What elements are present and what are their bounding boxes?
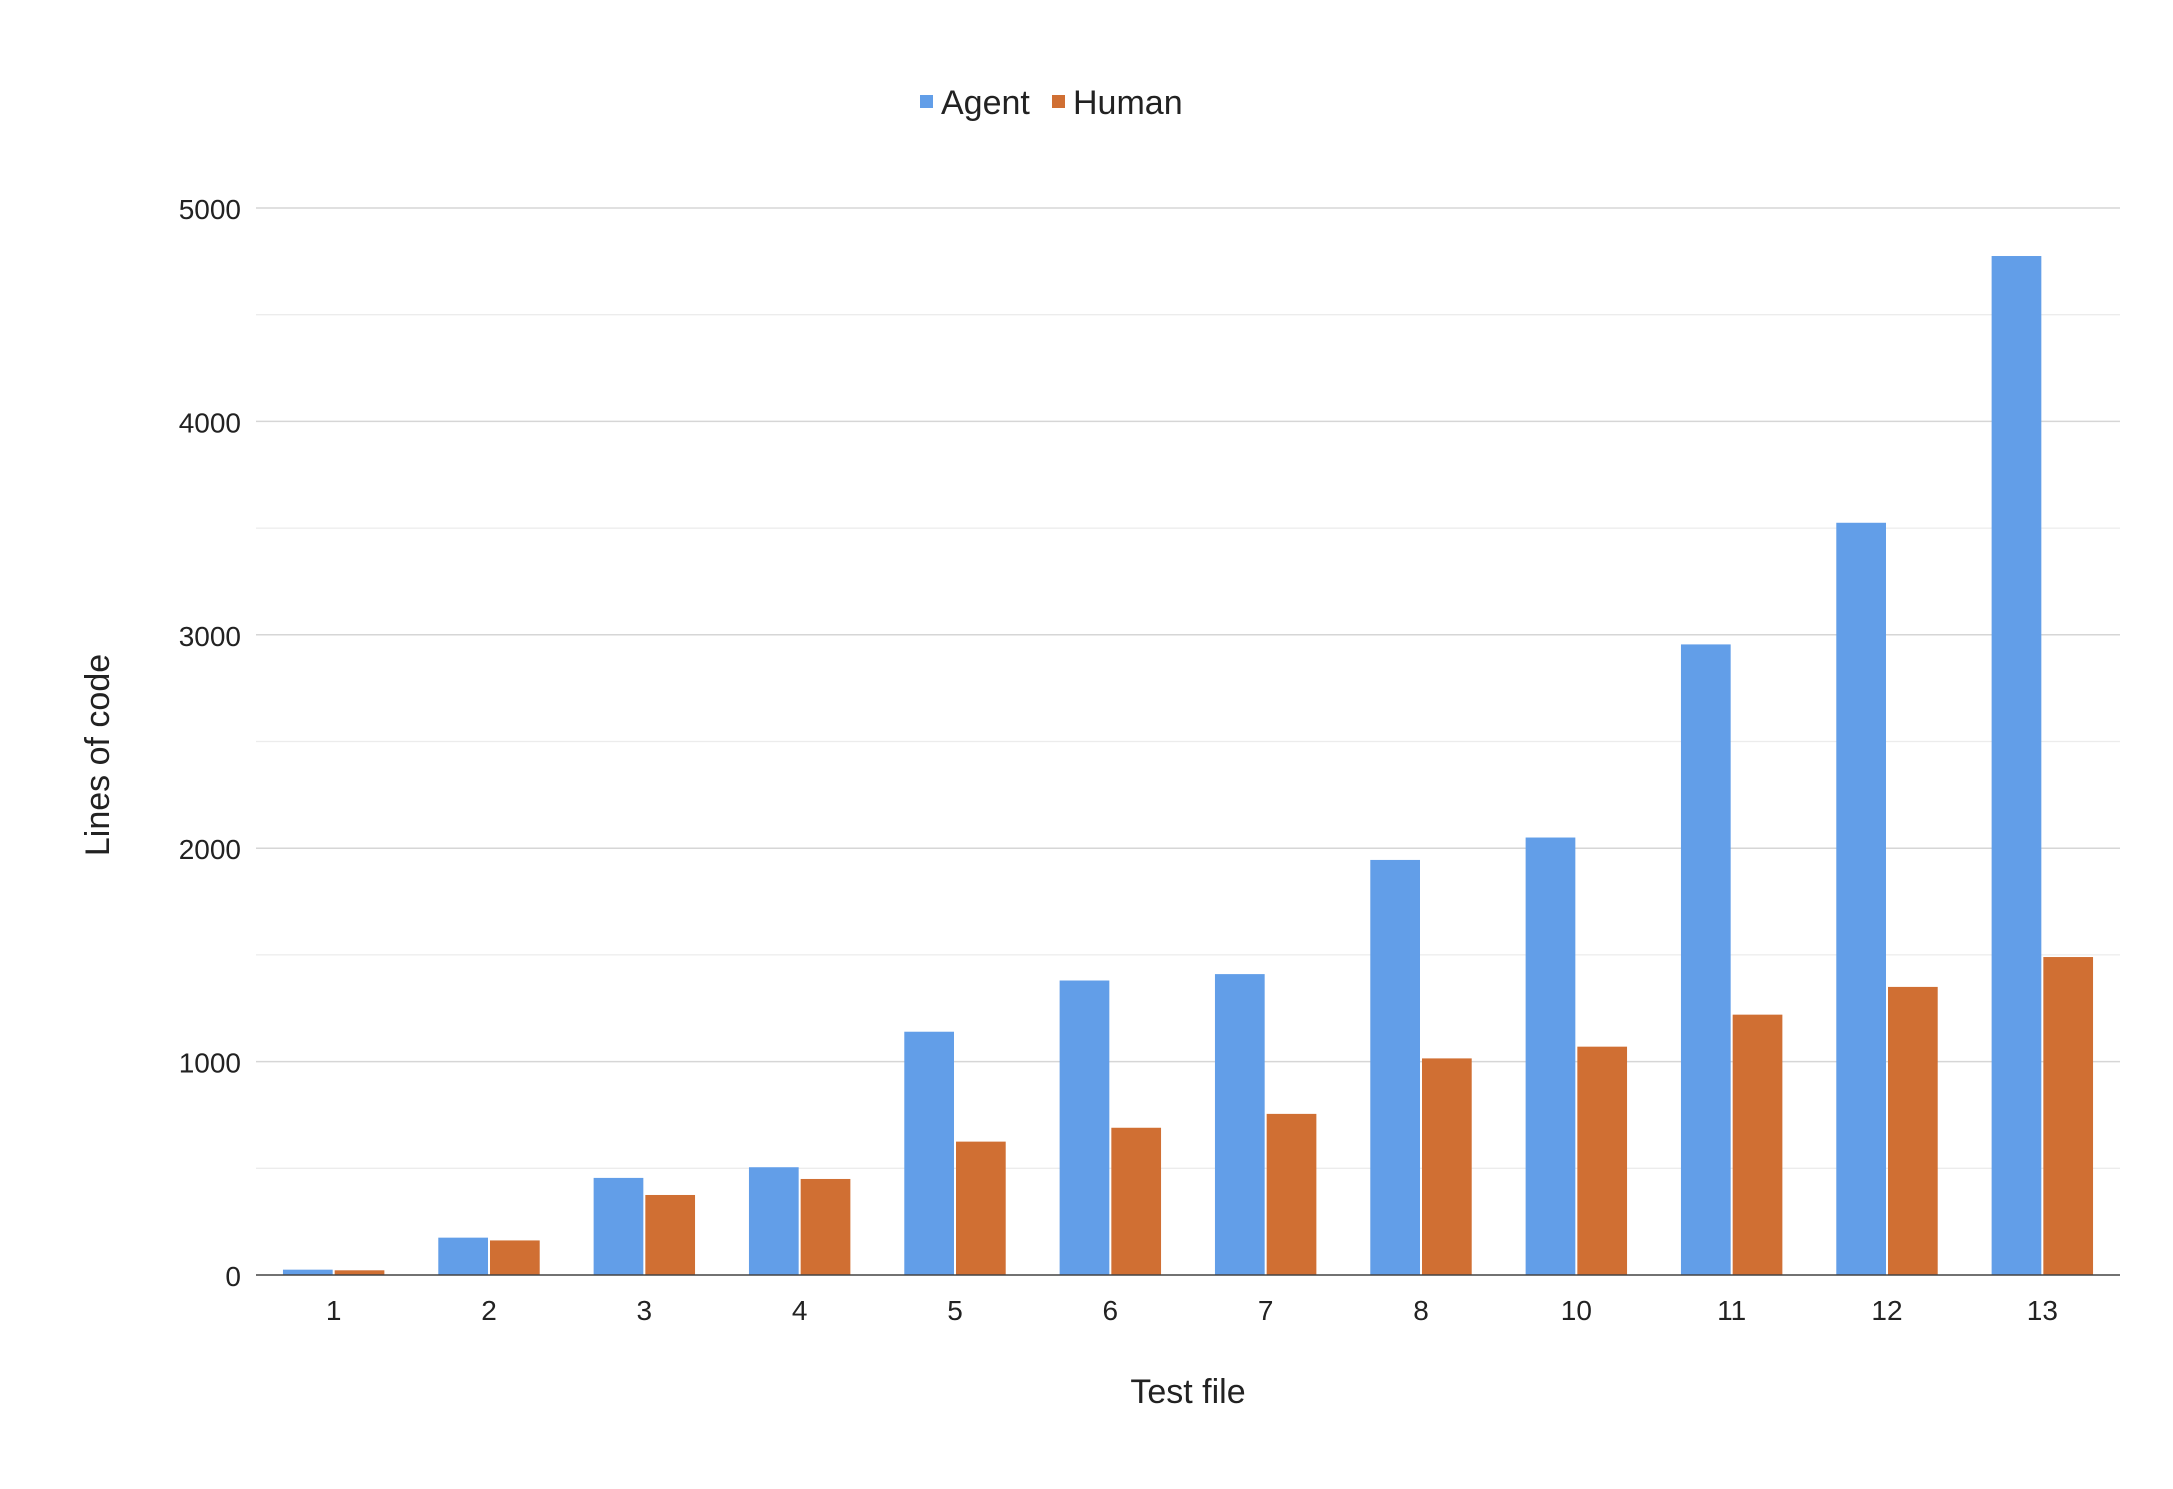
x-axis-title: Test file bbox=[1130, 1373, 1245, 1411]
bar-human-3 bbox=[645, 1194, 696, 1275]
bar-human-10 bbox=[1577, 1046, 1628, 1275]
x-tick-label: 10 bbox=[1561, 1295, 1592, 1326]
bar-human-8 bbox=[1422, 1058, 1472, 1275]
x-tick-label: 3 bbox=[637, 1295, 653, 1326]
y-tick-label: 0 bbox=[225, 1261, 241, 1292]
bar-agent-3 bbox=[593, 1177, 644, 1275]
bar-human-1 bbox=[334, 1270, 385, 1275]
bar-agent-1 bbox=[282, 1269, 333, 1275]
x-tick-label: 1 bbox=[326, 1295, 342, 1326]
x-tick-label: 5 bbox=[947, 1295, 963, 1326]
bar-agent-12 bbox=[1836, 522, 1886, 1275]
legend-swatch-agent bbox=[920, 95, 933, 108]
y-axis-title: Lines of code bbox=[79, 654, 117, 856]
bars bbox=[282, 256, 2094, 1275]
y-tick-label: 1000 bbox=[179, 1048, 241, 1079]
bar-human-13 bbox=[2043, 957, 2094, 1275]
bar-agent-11 bbox=[1680, 644, 1731, 1275]
x-tick-label: 12 bbox=[1871, 1295, 1902, 1326]
bar-human-6 bbox=[1111, 1127, 1162, 1275]
bar-agent-4 bbox=[748, 1167, 799, 1275]
bar-agent-2 bbox=[438, 1237, 488, 1275]
bar-human-7 bbox=[1266, 1113, 1317, 1275]
y-tick-label: 3000 bbox=[179, 621, 241, 652]
x-tick-label: 4 bbox=[792, 1295, 808, 1326]
y-tick-label: 2000 bbox=[179, 834, 241, 865]
bar-agent-8 bbox=[1370, 859, 1420, 1275]
bar-agent-5 bbox=[904, 1031, 954, 1275]
bar-human-4 bbox=[800, 1178, 851, 1275]
legend: Agent Human bbox=[920, 84, 1183, 122]
bar-agent-6 bbox=[1059, 980, 1110, 1275]
x-tick-label: 6 bbox=[1103, 1295, 1119, 1326]
bar-agent-10 bbox=[1525, 837, 1576, 1275]
x-tick-label: 2 bbox=[481, 1295, 497, 1326]
legend-label-agent: Agent bbox=[941, 84, 1030, 122]
x-tick-label: 11 bbox=[1717, 1295, 1746, 1326]
x-tick-label: 13 bbox=[2027, 1295, 2058, 1326]
bar-human-2 bbox=[490, 1240, 540, 1275]
bar-human-5 bbox=[956, 1141, 1006, 1275]
legend-label-human: Human bbox=[1073, 84, 1183, 122]
x-tick-label: 7 bbox=[1258, 1295, 1274, 1326]
legend-swatch-human bbox=[1052, 95, 1065, 108]
bar-agent-13 bbox=[1991, 256, 2042, 1275]
bar-human-11 bbox=[1732, 1014, 1783, 1275]
bar-agent-7 bbox=[1214, 974, 1265, 1275]
bar-human-12 bbox=[1888, 986, 1938, 1275]
gridlines bbox=[256, 207, 2120, 1169]
y-tick-label: 5000 bbox=[179, 194, 241, 225]
x-tick-label: 8 bbox=[1413, 1295, 1429, 1326]
y-tick-label: 4000 bbox=[179, 407, 241, 438]
